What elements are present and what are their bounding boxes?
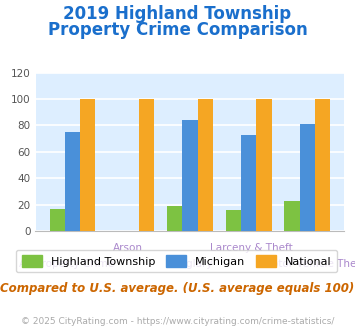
Text: All Property Crime: All Property Crime [19,259,114,269]
Text: Compared to U.S. average. (U.S. average equals 100): Compared to U.S. average. (U.S. average … [0,282,355,295]
Text: Burglary: Burglary [168,259,212,269]
Bar [182,120,198,231]
Bar [65,132,80,231]
Text: Arson: Arson [113,243,143,252]
Bar [139,99,154,231]
Bar [300,124,315,231]
Text: Larceny & Theft: Larceny & Theft [210,243,293,252]
Bar [315,99,330,231]
Text: Motor Vehicle Theft: Motor Vehicle Theft [263,259,355,269]
Bar [256,99,272,231]
Bar [198,99,213,231]
Text: 2019 Highland Township: 2019 Highland Township [64,5,291,23]
Bar [284,201,300,231]
Bar [226,210,241,231]
Legend: Highland Township, Michigan, National: Highland Township, Michigan, National [16,250,338,272]
Bar [50,209,65,231]
Bar [241,135,256,231]
Bar [80,99,95,231]
Bar [167,206,182,231]
Text: Property Crime Comparison: Property Crime Comparison [48,21,307,40]
Text: © 2025 CityRating.com - https://www.cityrating.com/crime-statistics/: © 2025 CityRating.com - https://www.city… [21,317,334,326]
